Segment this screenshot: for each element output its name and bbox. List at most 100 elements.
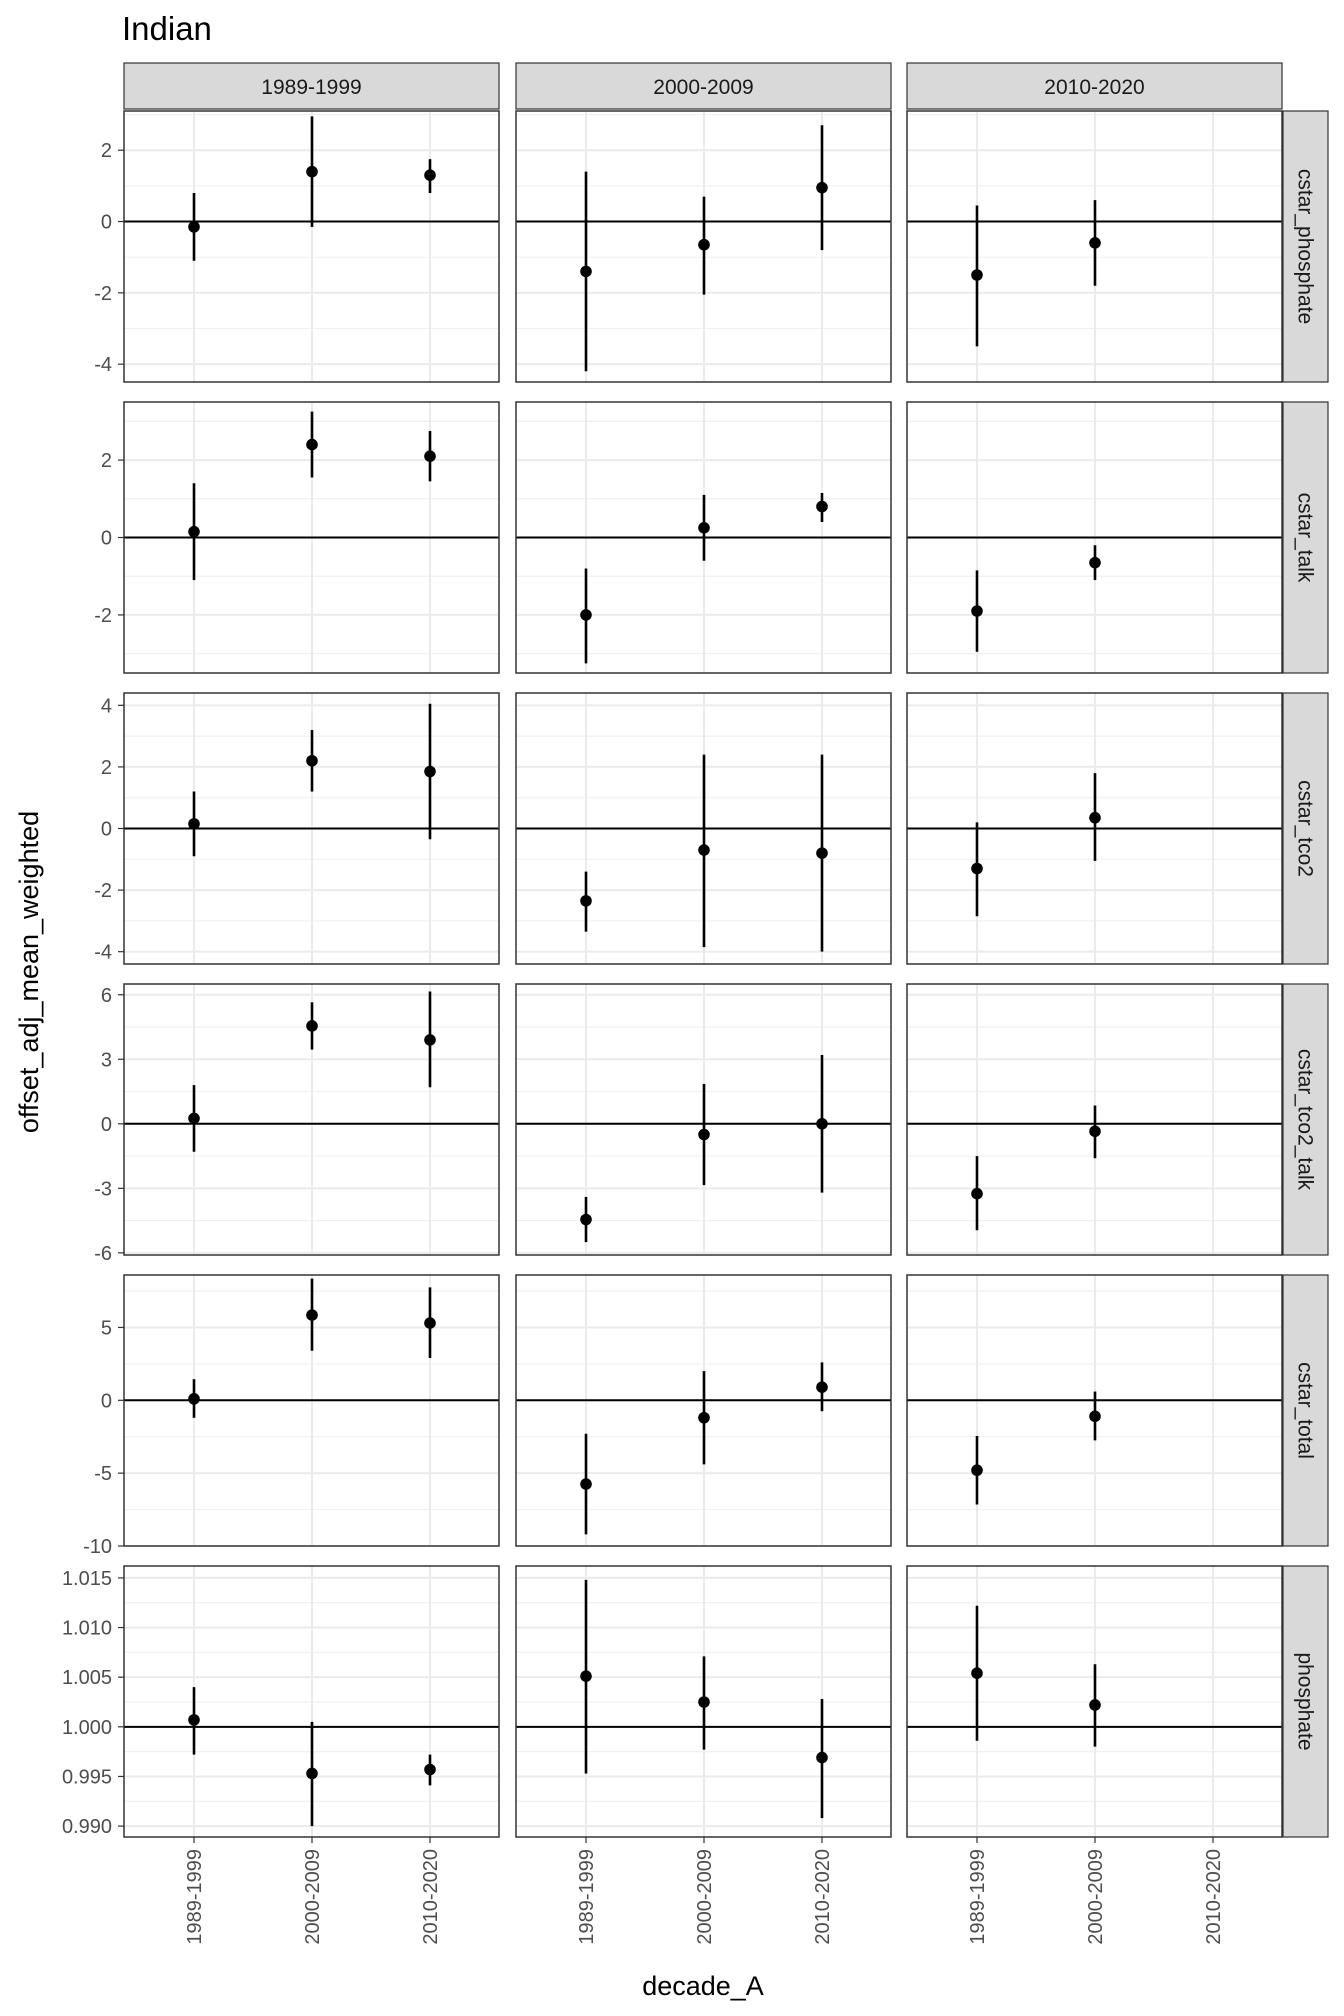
row-strip: cstar_tco2_talk	[1282, 983, 1329, 1256]
y-tick-label: 0	[101, 1390, 112, 1412]
panel-border	[906, 110, 1283, 383]
data-point	[816, 1381, 828, 1393]
data-point	[971, 1187, 983, 1200]
data-marks	[971, 1605, 1101, 1747]
data-point	[188, 818, 200, 830]
data-point	[1089, 1699, 1101, 1711]
data-marks	[188, 1687, 436, 1827]
data-point	[1089, 556, 1101, 569]
data-point	[1089, 1410, 1101, 1423]
y-tick-label: 3	[101, 1049, 112, 1071]
y-tick-label: -4	[94, 942, 112, 964]
data-point	[424, 1034, 436, 1046]
y-tick-label: -6	[94, 1243, 112, 1265]
data-marks	[580, 1362, 828, 1535]
facet-panel	[515, 1274, 892, 1547]
data-point	[580, 1670, 592, 1682]
y-tick-label: 1.015	[62, 1568, 112, 1590]
panel-border	[515, 1274, 892, 1547]
column-strip: 2010-2020	[906, 62, 1283, 110]
data-marks	[971, 200, 1101, 347]
row-strip-bg	[1282, 1274, 1329, 1547]
data-marks	[188, 411, 436, 581]
facet-panel	[515, 983, 892, 1256]
row-strip-label: cstar_phosphate	[1294, 169, 1317, 324]
facet-panel	[123, 983, 500, 1256]
data-point	[424, 1317, 436, 1329]
row-strip-label: phosphate	[1294, 1652, 1317, 1750]
data-point	[698, 844, 710, 856]
data-point	[1089, 1125, 1101, 1138]
data-point	[698, 522, 710, 534]
y-tick-label: -3	[94, 1178, 112, 1200]
data-point	[816, 1118, 828, 1130]
panel-border	[123, 1274, 500, 1547]
y-tick-label: 1.000	[62, 1717, 112, 1739]
data-point	[188, 221, 200, 233]
y-tick-label: -2	[94, 880, 112, 902]
data-point	[971, 862, 983, 875]
data-marks	[188, 991, 436, 1152]
data-point	[971, 1464, 983, 1477]
data-point	[306, 754, 318, 767]
data-marks	[971, 1105, 1101, 1231]
facet-panel	[906, 1274, 1283, 1547]
facet-panel	[906, 401, 1283, 674]
column-strip: 2000-2009	[515, 62, 892, 110]
x-tick-label: 2010-2020	[812, 1849, 834, 1945]
data-marks	[188, 703, 436, 857]
x-tick-label: 2000-2009	[302, 1849, 324, 1945]
panel-border	[515, 983, 892, 1256]
facet-panel	[906, 692, 1283, 965]
data-point	[971, 605, 983, 617]
data-point	[424, 169, 436, 181]
row-strip-label: cstar_total	[1294, 1362, 1317, 1459]
data-point	[698, 1411, 710, 1424]
chart-title: Indian	[122, 10, 212, 47]
data-point	[306, 1020, 318, 1032]
data-point	[188, 525, 200, 538]
data-point	[816, 181, 828, 194]
column-strip-bg	[515, 62, 892, 110]
y-tick-label: 4	[101, 695, 112, 717]
data-marks	[580, 754, 828, 952]
data-marks	[971, 545, 1101, 652]
column-strip-label: 2010-2020	[1044, 76, 1144, 99]
y-axis-title: offset_adj_mean_weighted	[14, 811, 44, 1133]
data-point	[188, 1714, 200, 1726]
column-strip-bg	[123, 62, 500, 110]
row-strip-bg	[1282, 983, 1329, 1256]
data-point	[971, 269, 983, 281]
y-tick-label: 2	[101, 757, 112, 779]
data-point	[580, 1213, 592, 1226]
row-strip: cstar_talk	[1282, 401, 1329, 674]
panel-border	[906, 401, 1283, 674]
data-point	[1089, 237, 1101, 249]
y-tick-label: 1.010	[62, 1618, 112, 1640]
column-strip-bg	[906, 62, 1283, 110]
plot-area: 1989-1999 2000-2009 2010-2020 cstar_phospha…	[62, 62, 1329, 1945]
data-point	[424, 1763, 436, 1776]
data-point	[580, 1478, 592, 1490]
column-strip: 1989-1999	[123, 62, 500, 110]
data-point	[698, 1696, 710, 1708]
x-axis-title: decade_A	[642, 1971, 764, 2001]
data-point	[971, 1667, 983, 1680]
panel-border	[515, 110, 892, 383]
data-marks	[580, 1579, 828, 1819]
row-strip-label: cstar_tco2	[1294, 780, 1317, 877]
facet-panel	[515, 1565, 892, 1838]
data-point	[580, 895, 592, 907]
data-point	[188, 1393, 200, 1405]
panel-border	[123, 983, 500, 1256]
data-marks	[580, 1054, 828, 1243]
x-tick-label: 1989-1999	[184, 1849, 206, 1945]
data-point	[698, 1128, 710, 1141]
data-point	[1089, 811, 1101, 824]
row-strip-label: cstar_tco2_talk	[1294, 1049, 1317, 1191]
data-point	[188, 1112, 200, 1125]
panel-border	[906, 983, 1283, 1256]
y-tick-label: 6	[101, 985, 112, 1007]
y-tick-label: 2	[101, 140, 112, 162]
